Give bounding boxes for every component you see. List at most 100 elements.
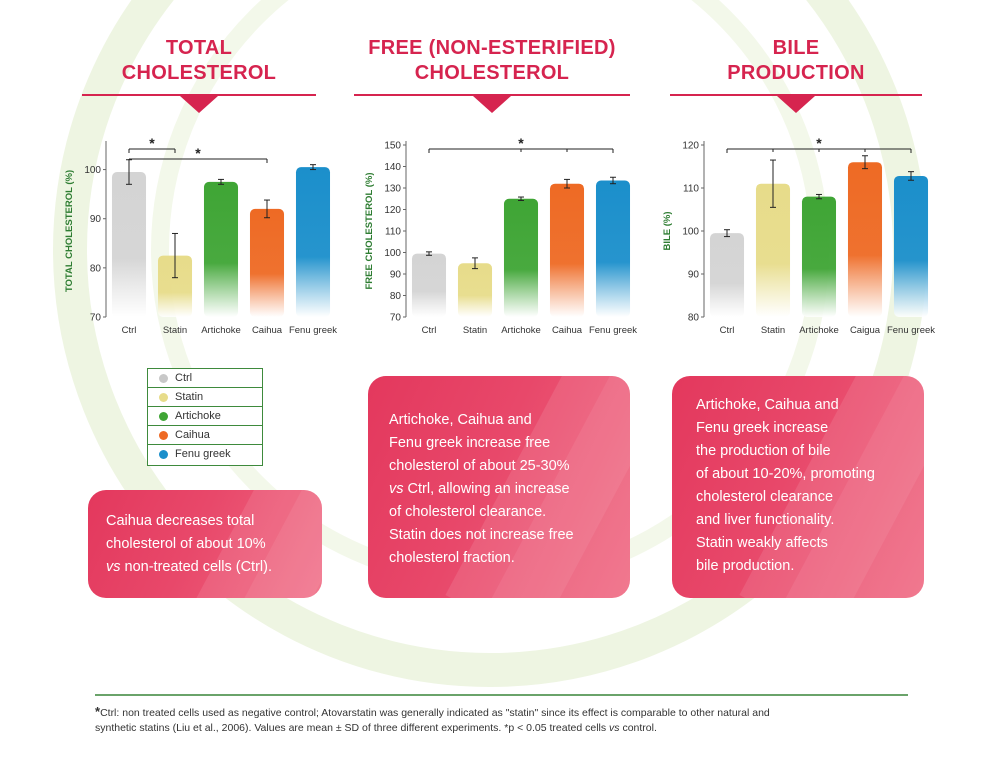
legend-swatch (159, 450, 168, 459)
legend-item-ctrl: Ctrl (148, 369, 262, 388)
y-tick-label: 100 (84, 165, 101, 176)
title-line: TOTAL (165, 37, 233, 59)
y-tick-label: 90 (90, 214, 102, 225)
text-line: synthetic statins (Liu et al., 2006). Va… (95, 721, 925, 736)
legend-swatch (159, 393, 168, 402)
text-segment: * (95, 704, 101, 719)
text-line: and liver functionality. (696, 509, 875, 532)
summary-box-free: Artichoke, Caihua and Fenu greek increase… (368, 376, 630, 598)
text-segment: of cholesterol clearance. (389, 504, 547, 520)
y-tick-label: 70 (90, 313, 102, 324)
title-line: BILE (772, 37, 820, 59)
text-segment: Ctrl, allowing an increase (403, 481, 570, 497)
title-line: FREE (NON-ESTERIFIED) (368, 37, 616, 59)
text-line: cholesterol of about 10% (106, 533, 272, 556)
y-axis-label: FREE CHOLESTEROL (%) (364, 173, 375, 290)
y-tick-label: 80 (390, 291, 402, 302)
x-tick-label: Caihua (552, 325, 583, 336)
significance-star: * (149, 135, 155, 151)
text-segment: cholesterol of about 10% (106, 536, 266, 552)
text-segment: vs (389, 481, 404, 497)
text-segment: the production of bile (696, 443, 831, 459)
bar-ctrl (709, 233, 745, 317)
text-line: Artichoke, Caihua and (696, 394, 875, 417)
panel-title-total-cholesterol: TOTAL CHOLESTEROL (82, 36, 316, 86)
total-cholesterol-chart: 70 80 90 100 TOTAL CHOLESTEROL (%) Ctrl Statin… (64, 135, 337, 336)
text-segment: vs (106, 559, 121, 575)
title-rule (354, 94, 630, 96)
x-tick-label: Fenu greek (887, 325, 935, 336)
y-tick-label: 80 (688, 313, 700, 324)
text-segment: synthetic statins (Liu et al., 2006). Va… (95, 722, 610, 734)
x-tick-label: Fenu greek (589, 325, 637, 336)
legend-label: Statin (175, 391, 204, 403)
text-line: Fenu greek increase (696, 417, 875, 440)
y-tick-label: 110 (683, 184, 699, 195)
legend-label: Caihua (175, 429, 210, 441)
legend-swatch (159, 431, 168, 440)
text-line: cholesterol fraction. (389, 547, 574, 570)
bar-ctrl (411, 253, 447, 317)
text-line: Artichoke, Caihua and (389, 409, 574, 432)
legend-swatch (159, 412, 168, 421)
bar-statin (457, 263, 493, 317)
text-segment: bile production. (696, 558, 795, 574)
y-tick-label: 120 (682, 141, 699, 152)
x-tick-label: Ctrl (122, 325, 137, 336)
panel-title-free-cholesterol: FREE (NON-ESTERIFIED) CHOLESTEROL (354, 36, 630, 86)
text-line: Statin does not increase free (389, 524, 574, 547)
bar-artichoke (801, 196, 837, 317)
text-segment: Statin does not increase free (389, 527, 574, 543)
y-tick-label: 120 (384, 205, 401, 216)
bar-caigua (847, 162, 883, 317)
significance-star: * (195, 145, 201, 161)
text-segment: vs (609, 722, 620, 734)
bar-fenu-greek (595, 180, 631, 317)
text-segment: Artichoke, Caihua and (696, 397, 839, 413)
text-line: *Ctrl: non treated cells used as negativ… (95, 704, 925, 721)
x-tick-label: Fenu greek (289, 325, 337, 336)
x-tick-label: Caigua (850, 325, 881, 336)
text-line: the production of bile (696, 440, 875, 463)
summary-text: Artichoke, Caihua and Fenu greek increase… (389, 409, 574, 570)
y-tick-label: 90 (390, 270, 402, 281)
title-line: CHOLESTEROL (121, 62, 277, 84)
y-tick-label: 70 (390, 313, 402, 324)
x-tick-label: Caihua (252, 325, 283, 336)
x-tick-label: Artichoke (501, 325, 541, 336)
title-line: CHOLESTEROL (414, 62, 570, 84)
footnote: *Ctrl: non treated cells used as negativ… (95, 704, 925, 736)
bar-fenu-greek (295, 167, 331, 317)
bar-artichoke (503, 198, 539, 317)
bar-fenu-greek (893, 175, 929, 317)
text-line: Statin weakly affects (696, 532, 875, 555)
text-segment: Statin weakly affects (696, 535, 828, 551)
text-line: vs Ctrl, allowing an increase (389, 478, 574, 501)
text-segment: Fenu greek increase (696, 420, 829, 436)
text-segment: Fenu greek increase free (389, 435, 551, 451)
text-segment: Caihua decreases total (106, 513, 255, 529)
significance-star: * (518, 135, 524, 151)
text-line: Fenu greek increase free (389, 432, 574, 455)
legend-item-artichoke: Artichoke (148, 407, 262, 426)
text-line: vs non-treated cells (Ctrl). (106, 556, 272, 579)
x-tick-label: Ctrl (422, 325, 437, 336)
title-rule (82, 94, 316, 96)
bar-ctrl (111, 172, 147, 317)
text-line: cholesterol clearance (696, 486, 875, 509)
bar-caihua (249, 208, 285, 317)
footnote-rule (95, 694, 908, 696)
title-pointer (180, 96, 218, 113)
text-segment: control. (619, 722, 657, 734)
legend: Ctrl Statin Artichoke Caihua Fenu greek (147, 368, 263, 466)
x-tick-label: Artichoke (799, 325, 839, 336)
summary-box-total: Caihua decreases total cholesterol of abo… (88, 490, 322, 598)
legend-item-caihua: Caihua (148, 426, 262, 445)
legend-swatch (159, 374, 168, 383)
title-pointer (777, 96, 815, 113)
y-tick-label: 100 (384, 248, 401, 259)
free-cholesterol-chart: 70 80 90 100 110 120 130 140 150 FREE CHOLESTEROL… (364, 135, 637, 336)
text-segment: cholesterol of about 25-30% (389, 458, 570, 474)
legend-label: Artichoke (175, 410, 221, 422)
bar-statin (157, 255, 193, 317)
